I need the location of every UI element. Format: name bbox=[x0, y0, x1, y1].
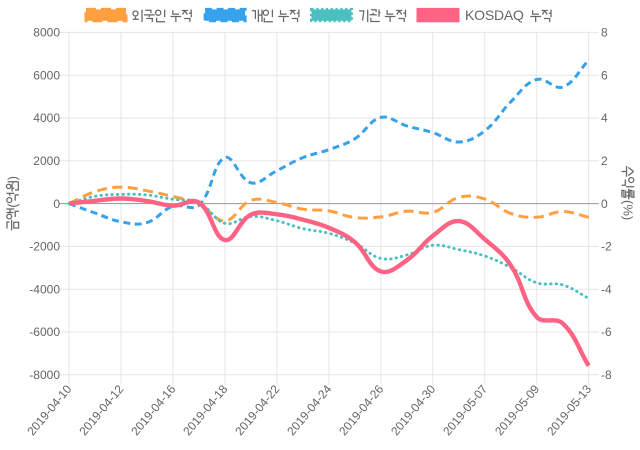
svg-text:6: 6 bbox=[601, 68, 608, 82]
svg-text:4: 4 bbox=[601, 111, 608, 125]
svg-text:-4: -4 bbox=[601, 282, 612, 296]
svg-text:-8: -8 bbox=[601, 368, 612, 382]
svg-text:(: ( bbox=[5, 203, 20, 208]
svg-text:2: 2 bbox=[601, 154, 608, 168]
svg-text:0: 0 bbox=[53, 197, 60, 211]
svg-text:-2: -2 bbox=[601, 240, 612, 254]
svg-text:2000: 2000 bbox=[33, 154, 60, 168]
svg-text:-6000: -6000 bbox=[29, 325, 60, 339]
svg-text:-8000: -8000 bbox=[29, 368, 60, 382]
svg-text:6000: 6000 bbox=[33, 68, 60, 82]
svg-text:KOSDAQ: KOSDAQ bbox=[465, 7, 524, 23]
svg-text:-4000: -4000 bbox=[29, 282, 60, 296]
svg-text:8000: 8000 bbox=[33, 26, 60, 40]
svg-text:4000: 4000 bbox=[33, 111, 60, 125]
svg-text:-6: -6 bbox=[601, 325, 612, 339]
svg-text:8: 8 bbox=[601, 26, 608, 40]
svg-text:-2000: -2000 bbox=[29, 240, 60, 254]
svg-text:): ) bbox=[5, 176, 20, 180]
svg-text:0: 0 bbox=[601, 197, 608, 211]
svg-text:(%): (%) bbox=[620, 200, 635, 220]
